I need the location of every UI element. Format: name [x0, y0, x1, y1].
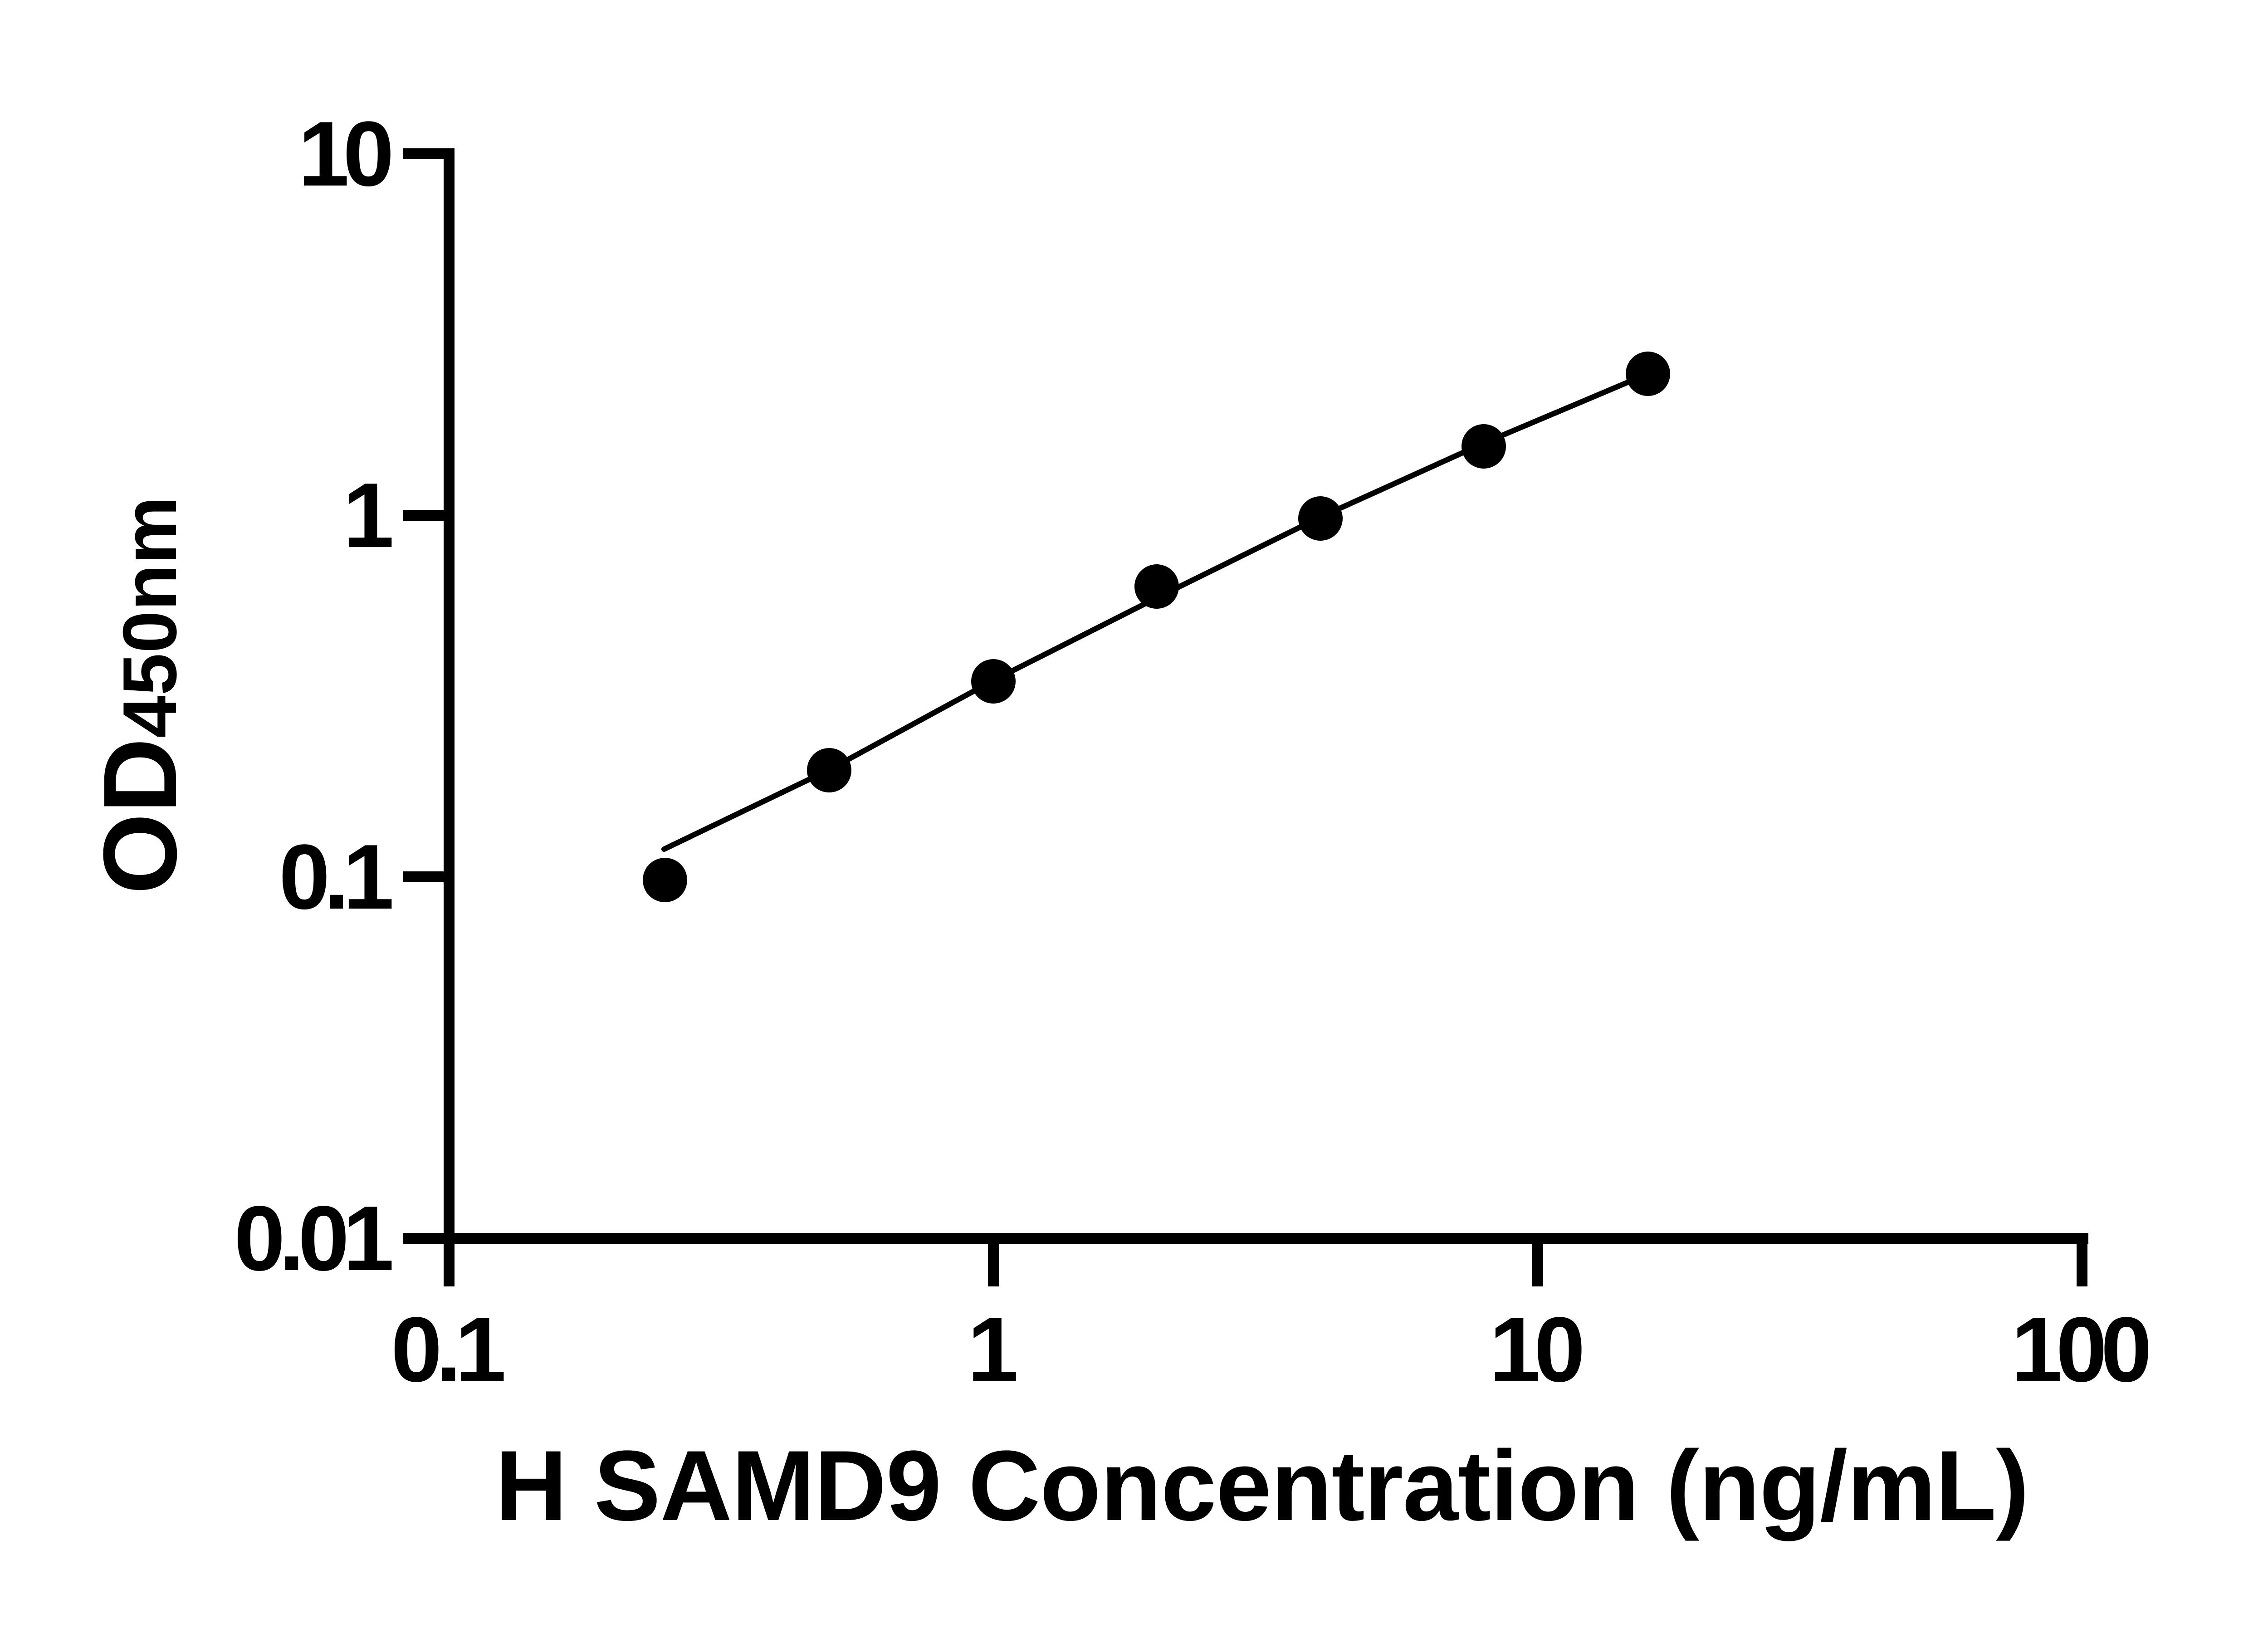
- svg-text:0.01: 0.01: [234, 1187, 392, 1290]
- svg-text:1: 1: [343, 464, 392, 567]
- svg-text:1: 1: [968, 1298, 1017, 1401]
- svg-text:100: 100: [2011, 1298, 2149, 1401]
- svg-text:H SAMD9 Concentration (ng/mL): H SAMD9 Concentration (ng/mL): [495, 1430, 2029, 1541]
- svg-text:0.1: 0.1: [391, 1298, 504, 1401]
- svg-text:10: 10: [1489, 1298, 1582, 1401]
- svg-text:10: 10: [298, 103, 391, 205]
- svg-text:0.1: 0.1: [279, 826, 392, 929]
